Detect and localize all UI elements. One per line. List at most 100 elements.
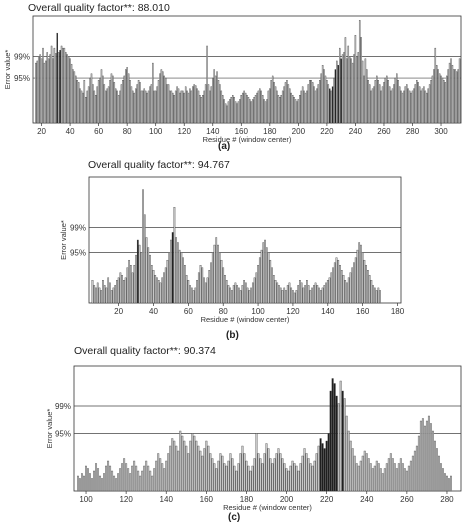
chart-a-bar <box>247 97 250 124</box>
chart-c-bar <box>261 463 264 492</box>
chart-b-bar <box>318 287 320 304</box>
chart-b-bar <box>131 272 134 304</box>
chart-a-bar <box>307 84 310 124</box>
chart-b-bar <box>173 207 176 304</box>
chart-c-bar <box>373 465 376 492</box>
chart-b-bar <box>339 265 341 304</box>
chart-a-bar <box>443 80 445 124</box>
chart-b-bar <box>306 280 308 304</box>
chart-a-bar <box>408 90 411 124</box>
chart-c-bar <box>143 465 146 492</box>
chart-c-bar <box>411 455 414 492</box>
chart-a-x-tick-label: 260 <box>377 127 391 136</box>
chart-b-bar <box>164 267 167 304</box>
chart-a-bar <box>210 86 213 124</box>
chart-c-bar <box>173 440 176 492</box>
chart-c-bar <box>183 440 186 492</box>
chart-a-bar <box>447 69 449 124</box>
chart-c-bar <box>243 453 246 492</box>
chart-a-bar <box>381 86 384 124</box>
chart-a-bar <box>152 62 154 124</box>
chart-b-bar <box>187 280 190 304</box>
chart-b-x-tick-label: 160 <box>356 307 370 316</box>
chart-c-bar <box>121 463 124 492</box>
chart-b-bar <box>225 280 228 304</box>
chart-c-bar <box>441 468 444 492</box>
chart-a-bar <box>289 88 291 124</box>
chart-b-bar <box>346 282 348 304</box>
chart-a-x-tick-label: 280 <box>406 127 420 136</box>
chart-b-bar <box>311 287 313 304</box>
chart-c-bar <box>93 470 96 492</box>
chart-c-bar <box>163 468 166 492</box>
chart-c-bar <box>287 470 290 492</box>
chart-c-bar <box>295 465 298 492</box>
chart-b-bar <box>335 257 338 304</box>
chart-c-bar <box>131 465 134 492</box>
chart-c-bar <box>249 470 252 492</box>
chart-b-bar <box>347 277 350 304</box>
chart-a-bar <box>149 86 151 124</box>
chart-b-bar <box>204 282 207 304</box>
chart-b-bar <box>309 290 312 304</box>
chart-a-bar <box>192 86 194 124</box>
chart-b-bar <box>358 242 361 304</box>
chart-a-bar <box>333 77 335 124</box>
chart-c-bar <box>297 470 300 492</box>
chart-b-bar <box>142 189 144 304</box>
chart-b-bar <box>152 270 155 304</box>
chart-a-bar <box>299 95 301 124</box>
chart-c-bar <box>391 458 394 492</box>
chart-a-bar <box>123 75 126 124</box>
chart-a-bar <box>200 97 203 124</box>
chart-a-bar <box>334 69 337 124</box>
chart-a-bar <box>267 90 270 124</box>
chart-c-bar <box>421 418 424 492</box>
chart-a-bar <box>297 99 300 124</box>
chart-c-bar <box>187 453 190 492</box>
chart-a-bar <box>122 80 124 124</box>
chart-c-bar <box>199 450 202 492</box>
chart-c-bar <box>107 460 110 492</box>
chart-a-bar <box>370 90 372 124</box>
chart-b-bar <box>171 232 174 304</box>
chart-a-bar <box>129 80 131 124</box>
chart-b-bar <box>168 252 171 304</box>
chart-b-bar <box>236 285 239 304</box>
chart-b-bar <box>135 254 137 304</box>
chart-b-bar <box>323 285 326 304</box>
chart-a-bar <box>339 47 341 124</box>
chart-a-bar <box>276 90 278 124</box>
chart-c-bar <box>213 463 216 492</box>
chart-a-title: Overall quality factor**: 88.010 <box>28 2 170 14</box>
chart-a-bar <box>164 77 167 124</box>
chart-a-bar <box>257 90 260 124</box>
chart-a-bar <box>37 56 40 124</box>
chart-a-bar <box>391 88 394 124</box>
chart-b-bar <box>175 237 178 304</box>
chart-a-bar <box>417 82 419 124</box>
chart-a-bar <box>144 90 147 124</box>
chart-a-bar <box>69 58 71 124</box>
chart-a-bar <box>77 82 80 124</box>
chart-a-bar <box>427 88 429 124</box>
chart-c-bar <box>323 448 326 492</box>
chart-a-bar <box>80 90 83 124</box>
chart-c-y-axis-title: Error value* <box>45 409 54 449</box>
chart-c-bar <box>277 448 280 492</box>
chart-a-bar <box>197 90 200 124</box>
chart-b-bar <box>269 259 272 304</box>
chart-a-bar <box>374 80 377 124</box>
chart-a-bar <box>46 52 48 124</box>
chart-c-bar <box>401 463 404 492</box>
chart-c-bar <box>333 383 336 492</box>
chart-c-bar <box>285 468 288 492</box>
chart-b-bar <box>361 252 364 304</box>
chart-a-bar <box>407 88 409 124</box>
chart-c-bar <box>135 465 138 492</box>
chart-b-bar <box>295 290 298 304</box>
chart-c-bar <box>423 425 426 492</box>
chart-c-bar <box>117 473 120 492</box>
chart-b-bar <box>217 244 219 304</box>
chart-c-bar <box>347 430 350 492</box>
